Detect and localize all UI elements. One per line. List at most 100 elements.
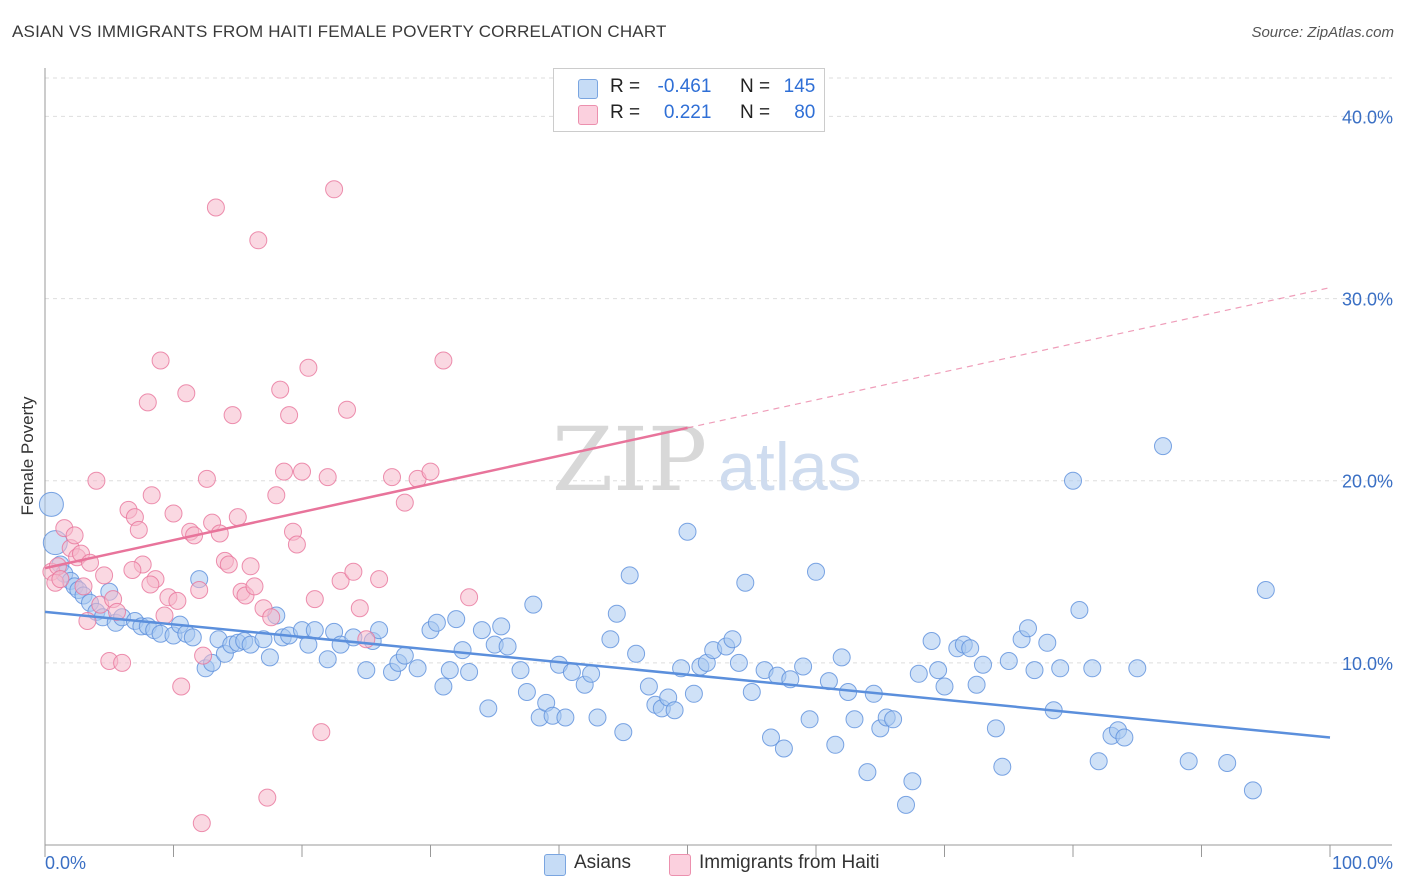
data-point	[1064, 471, 1082, 490]
data-point	[434, 351, 453, 370]
legend-label-haiti: Immigrants from Haiti	[699, 852, 880, 873]
data-point	[260, 648, 279, 667]
data-point	[492, 617, 511, 636]
data-point	[826, 735, 845, 754]
data-point	[742, 683, 761, 701]
data-point	[794, 657, 813, 676]
data-point	[155, 606, 174, 625]
series-legend: Asians Immigrants from Haiti	[0, 852, 1406, 878]
haiti-legend-swatch	[669, 854, 691, 876]
data-point	[87, 471, 106, 490]
data-point	[370, 570, 389, 589]
data-point	[1051, 659, 1070, 678]
data-point	[312, 723, 331, 742]
data-point	[447, 610, 466, 629]
y-tick-label: 40.0%	[1342, 107, 1393, 127]
data-point	[800, 710, 819, 729]
data-point	[986, 719, 1005, 738]
data-point	[421, 462, 440, 481]
legend-label-asians: Asians	[574, 852, 632, 873]
data-point	[197, 469, 216, 488]
tick-labels: 10.0% 20.0% 30.0% 40.0% 0.0% 100.0%	[45, 107, 1393, 873]
data-point	[1038, 633, 1057, 652]
n-label: N =	[739, 76, 771, 97]
data-point	[1154, 437, 1172, 456]
trend-lines	[44, 287, 1331, 739]
watermark-atlas: atlas	[718, 429, 862, 505]
data-point	[305, 621, 324, 640]
data-point	[280, 406, 299, 425]
data-point	[607, 604, 626, 623]
data-point	[967, 675, 986, 694]
trend-line-asians	[44, 610, 1331, 739]
data-point	[517, 683, 536, 701]
r-value: 0.221	[663, 102, 712, 123]
data-point	[168, 591, 187, 610]
asians-legend-swatch	[544, 854, 566, 876]
y-tick-label: 30.0%	[1342, 290, 1393, 310]
data-point	[370, 621, 389, 640]
data-point	[408, 659, 427, 678]
data-point	[65, 526, 84, 545]
n-value: 145	[783, 76, 816, 97]
data-point	[338, 400, 356, 419]
y-tick-label: 10.0%	[1342, 654, 1393, 674]
data-point	[1115, 728, 1134, 747]
stats-legend: R = -0.461 N = 145 R = 0.221 N = 80	[553, 68, 825, 132]
data-point	[460, 588, 479, 607]
n-label: N =	[739, 102, 771, 123]
data-point	[219, 555, 238, 574]
data-point	[1256, 581, 1275, 599]
asians-swatch	[578, 79, 598, 99]
trend-line-haiti-extension	[687, 287, 1331, 429]
data-point	[858, 763, 877, 782]
data-point	[723, 630, 742, 649]
data-point	[684, 684, 703, 703]
data-point	[1025, 661, 1044, 680]
data-point	[1019, 619, 1037, 638]
data-point	[383, 468, 401, 487]
data-point	[620, 566, 639, 585]
trend-line-haiti	[44, 426, 688, 570]
data-point	[325, 180, 344, 199]
data-point	[627, 644, 646, 663]
data-point	[138, 393, 157, 412]
data-point	[95, 566, 114, 585]
data-point	[665, 701, 684, 720]
data-point	[479, 699, 498, 718]
data-point	[183, 628, 202, 647]
data-point	[453, 641, 472, 660]
data-point	[729, 653, 748, 672]
chart-title: ASIAN VS IMMIGRANTS FROM HAITI FEMALE PO…	[12, 22, 667, 41]
data-point	[258, 788, 277, 807]
data-point	[293, 462, 311, 481]
data-point	[192, 814, 211, 833]
data-point	[460, 663, 479, 681]
data-point	[1179, 752, 1198, 771]
data-point	[922, 632, 941, 650]
data-point	[562, 663, 581, 681]
data-point	[935, 677, 954, 696]
data-point	[903, 772, 922, 791]
data-point	[427, 613, 446, 632]
data-point	[223, 406, 242, 425]
data-point	[974, 655, 992, 674]
data-point	[190, 581, 209, 599]
data-point	[395, 646, 414, 665]
data-point	[929, 661, 948, 680]
data-point	[123, 561, 142, 579]
data-point	[357, 661, 376, 680]
data-point	[1070, 601, 1089, 619]
data-point	[228, 508, 247, 527]
data-point	[511, 661, 530, 680]
data-point	[678, 522, 697, 541]
data-point	[909, 664, 928, 683]
series-asians-points	[38, 437, 1275, 814]
data-point	[344, 562, 363, 581]
data-point	[262, 608, 281, 627]
source-label: Source: ZipAtlas.com	[1251, 24, 1394, 41]
data-point	[961, 639, 980, 658]
data-point	[897, 795, 915, 814]
data-point	[172, 677, 191, 696]
